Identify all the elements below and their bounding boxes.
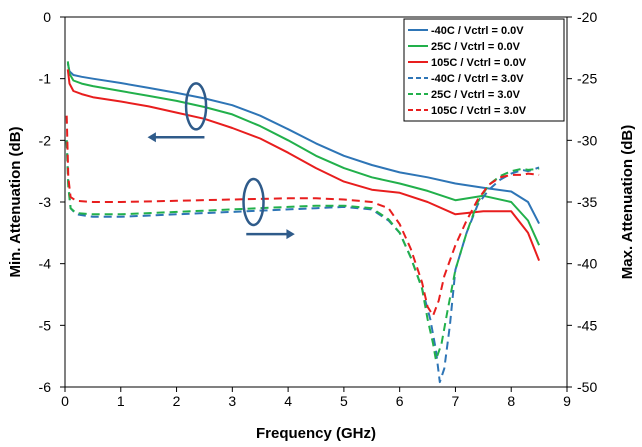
right-y-tick-label: -25 [577, 71, 597, 87]
left-y-tick-label: -3 [39, 194, 52, 210]
right-y-axis-title: Max. Attenuation (dB) [619, 125, 636, 279]
legend-entry: -40C / Vctrl = 3.0V [431, 73, 524, 85]
annotation-ellipse [242, 177, 265, 227]
series-line-4 [65, 140, 540, 384]
legend-box [403, 18, 565, 122]
series-line-5 [65, 140, 540, 361]
x-tick-label: 1 [117, 393, 125, 409]
legend-entry: 25C / Vctrl = 0.0V [431, 41, 521, 53]
legend-entry: 105C / Vctrl = 3.0V [431, 105, 527, 117]
right-y-tick-label: -50 [577, 379, 597, 395]
x-tick-label: 5 [340, 393, 348, 409]
x-tick-label: 6 [396, 393, 404, 409]
left-y-tick-label: -5 [39, 317, 52, 333]
x-tick-label: 0 [61, 393, 69, 409]
legend-entry: 25C / Vctrl = 3.0V [431, 89, 521, 101]
right-y-tick-label: -35 [577, 194, 597, 210]
annotation-ellipse [184, 82, 208, 131]
x-tick-label: 7 [452, 393, 460, 409]
left-y-tick-label: -1 [39, 71, 52, 87]
left-y-tick-label: -2 [39, 132, 52, 148]
arrowhead-icon [147, 132, 156, 143]
left-y-tick-label: -4 [39, 256, 52, 272]
x-tick-label: 8 [507, 393, 515, 409]
series-line-2 [66, 61, 541, 246]
x-tick-label: 3 [228, 393, 236, 409]
x-tick-label: 9 [563, 393, 571, 409]
x-tick-label: 4 [284, 393, 292, 409]
right-y-tick-label: -30 [577, 132, 597, 148]
x-axis-title: Frequency (GHz) [256, 425, 376, 442]
right-y-tick-label: -45 [577, 317, 597, 333]
annotations [147, 82, 295, 240]
legend-entry: -40C / Vctrl = 0.0V [431, 25, 524, 37]
series-line-6 [65, 115, 540, 317]
legend-entry: 105C / Vctrl = 0.0V [431, 57, 527, 69]
x-tick-label: 2 [173, 393, 181, 409]
series-lines [65, 61, 541, 384]
left-y-axis-title: Min. Attenuation (dB) [7, 126, 24, 277]
left-y-tick-label: -6 [39, 379, 52, 395]
series-line-3 [66, 69, 541, 261]
arrowhead-icon [286, 229, 295, 240]
right-y-tick-label: -20 [577, 9, 597, 25]
axis-ticks: 0 1 2 3 4 5 6 7 8 9 0 -1 -2 -3 -4 -5 -6 -20 -25 -30 -35 -40 -4… [39, 9, 598, 409]
legend: -40C / Vctrl = 0.0V 25C / Vctrl = 0.0V 105… [403, 18, 565, 122]
series-line-1 [66, 63, 540, 225]
right-y-tick-label: -40 [577, 256, 597, 272]
left-y-tick-label: 0 [43, 9, 51, 25]
